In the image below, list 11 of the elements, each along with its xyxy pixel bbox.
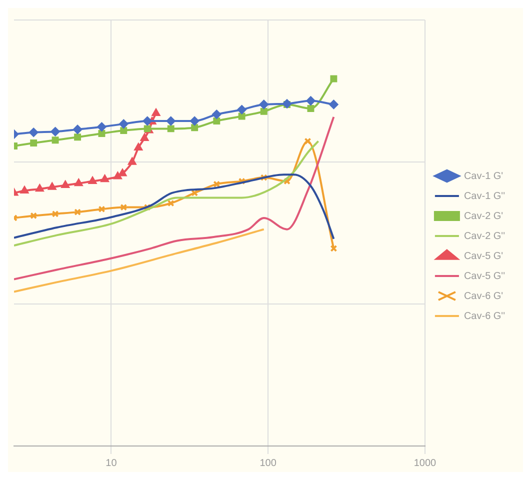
legend-label: Cav-6 G''	[464, 310, 506, 322]
x-tick-label: 10	[106, 458, 118, 469]
legend-label: Cav-6 G'	[464, 290, 504, 302]
legend-label: Cav-2 G''	[464, 230, 506, 242]
x-tick-label: 100	[260, 458, 277, 469]
legend-label: Cav-2 G'	[464, 210, 504, 222]
legend-label: Cav-5 G'	[464, 250, 504, 262]
x-tick-label: 1000	[414, 458, 437, 469]
legend-label: Cav-1 G''	[464, 190, 506, 202]
legend-label: Cav-5 G''	[464, 270, 506, 282]
legend-label: Cav-1 G'	[464, 170, 504, 182]
